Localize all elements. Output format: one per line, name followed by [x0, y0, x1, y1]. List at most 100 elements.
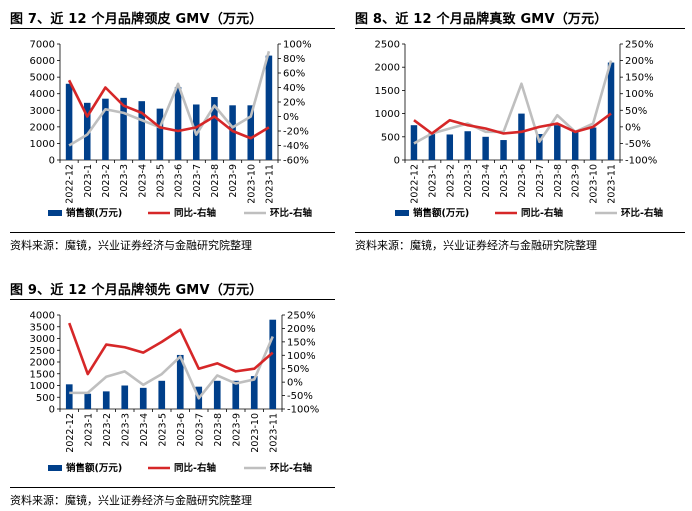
right-tick-label: 150%: [287, 337, 316, 348]
right-tick-label: -40%: [283, 141, 309, 152]
legend-bar-swatch: [48, 465, 62, 471]
right-tick-label: 200%: [625, 56, 654, 67]
gmv-bar: [120, 97, 127, 160]
legend-mom-label: 环比-右轴: [270, 207, 312, 219]
x-tick-label: 2023-1: [83, 413, 94, 447]
right-tick-label: 40%: [283, 83, 305, 94]
figure-7-title: 图 7、近 12 个月品牌颈皮 GMV（万元）: [10, 12, 263, 27]
gmv-bar: [589, 127, 597, 160]
x-tick-label: 2023-6: [174, 164, 185, 198]
right-tick-label: -50%: [287, 391, 313, 402]
right-tick-label: -20%: [283, 127, 309, 138]
x-tick-label: 2023-3: [120, 413, 131, 447]
x-tick-label: 2023-5: [157, 413, 168, 447]
right-tick-label: 100%: [283, 40, 312, 51]
x-tick-label: 2023-1: [427, 164, 438, 198]
legend-bar-swatch: [48, 210, 62, 216]
x-tick-label: 2023-9: [228, 164, 239, 198]
gmv-bar: [518, 113, 525, 160]
figure-7-bottom-rule: [10, 232, 335, 233]
x-tick-label: 2023-8: [553, 164, 564, 198]
x-tick-label: 2023-10: [250, 413, 261, 453]
left-tick-label: 0: [394, 156, 400, 167]
x-tick-label: 2023-6: [176, 413, 187, 447]
gmv-bar: [265, 55, 273, 160]
figure-8-bottom-rule: [355, 232, 685, 233]
x-tick-label: 2022-12: [65, 164, 76, 204]
left-tick-label: 7000: [30, 40, 55, 51]
figure-9-title: 图 9、近 12 个月品牌领先 GMV（万元）: [10, 283, 263, 298]
yoy-series-line: [67, 79, 270, 140]
gmv-bar: [500, 140, 507, 160]
mom-series-line: [69, 335, 274, 400]
right-tick-label: 50%: [625, 106, 647, 117]
x-tick-label: 2022-12: [409, 164, 420, 204]
figure-7-chart: 0 1000 2000 3000 4000 5000 6000 7000 -60% -40% -20…: [30, 40, 313, 220]
gmv-bar: [607, 62, 615, 160]
gmv-bar: [536, 134, 543, 160]
gmv-bar: [232, 380, 240, 409]
gmv-bar: [174, 87, 182, 160]
x-tick-label: 2023-4: [137, 164, 148, 198]
left-tick-label: 2000: [30, 122, 55, 133]
gmv-bar: [83, 102, 91, 160]
x-tick-label: 2023-2: [102, 413, 113, 447]
left-tick-label: 2500: [30, 346, 55, 357]
x-tick-label: 2023-8: [210, 164, 221, 198]
x-tick-label: 2023-7: [194, 413, 205, 447]
left-tick-label: 0: [49, 405, 55, 416]
legend-bar-swatch: [395, 210, 409, 216]
x-tick-label: 2023-7: [192, 164, 203, 198]
left-tick-label: 3000: [30, 106, 55, 117]
x-tick-label: 2023-4: [481, 164, 492, 198]
gmv-bar: [158, 380, 166, 409]
left-tick-label: 2000: [375, 63, 400, 74]
gmv-bar: [213, 380, 221, 409]
legend-mom-label: 环比-右轴: [621, 207, 663, 219]
x-tick-label: 2023-3: [463, 164, 474, 198]
left-tick-label: 2000: [30, 358, 55, 369]
right-tick-label: 250%: [625, 40, 654, 51]
right-tick-label: 100%: [287, 351, 316, 362]
gmv-bar: [65, 384, 73, 409]
left-tick-label: 2500: [375, 40, 400, 51]
left-tick-label: 1000: [375, 109, 400, 120]
left-tick-label: 4000: [30, 311, 55, 322]
right-tick-label: 0%: [283, 112, 299, 123]
x-tick-label: 2023-1: [83, 164, 94, 198]
legend-mom-label: 环比-右轴: [270, 462, 312, 474]
gmv-bar: [84, 393, 92, 409]
yoy-series-line: [68, 322, 274, 376]
legend-yoy-label: 同比-右轴: [521, 207, 563, 219]
left-tick-label: 1500: [30, 369, 55, 380]
right-tick-label: 0%: [625, 122, 641, 133]
x-tick-label: 2023-9: [231, 413, 242, 447]
x-tick-label: 2023-10: [589, 164, 600, 204]
gmv-bar: [571, 130, 579, 160]
right-tick-label: 50%: [287, 364, 309, 375]
left-tick-label: 3000: [30, 334, 55, 345]
x-tick-label: 2023-2: [445, 164, 456, 198]
figure-7-top-rule: [10, 28, 335, 29]
right-tick-label: 0%: [287, 378, 303, 389]
legend-bar-label: 销售额(万元): [413, 207, 469, 219]
x-tick-label: 2022-12: [65, 413, 76, 453]
figure-9-bottom-rule: [10, 487, 335, 488]
legend-yoy-label: 同比-右轴: [174, 462, 216, 474]
right-tick-label: -100%: [625, 156, 657, 167]
figure-7-source: 资料来源：魔镜，兴业证券经济与金融研究院整理: [10, 239, 252, 252]
gmv-bar: [139, 387, 147, 409]
x-tick-label: 2023-11: [607, 164, 618, 204]
x-tick-label: 2023-5: [499, 164, 510, 198]
legend-bar-label: 销售额(万元): [66, 207, 122, 219]
right-tick-label: 200%: [287, 324, 316, 335]
left-tick-label: 1500: [375, 86, 400, 97]
gmv-bar: [554, 125, 561, 160]
gmv-bar: [102, 391, 110, 409]
x-tick-label: 2023-6: [517, 164, 528, 198]
left-tick-label: 500: [36, 393, 55, 404]
left-tick-label: 6000: [30, 56, 55, 67]
left-tick-label: 1000: [30, 139, 55, 150]
left-tick-label: 3500: [30, 322, 55, 333]
figure-9-source: 资料来源：魔镜，兴业证券经济与金融研究院整理: [10, 494, 252, 507]
